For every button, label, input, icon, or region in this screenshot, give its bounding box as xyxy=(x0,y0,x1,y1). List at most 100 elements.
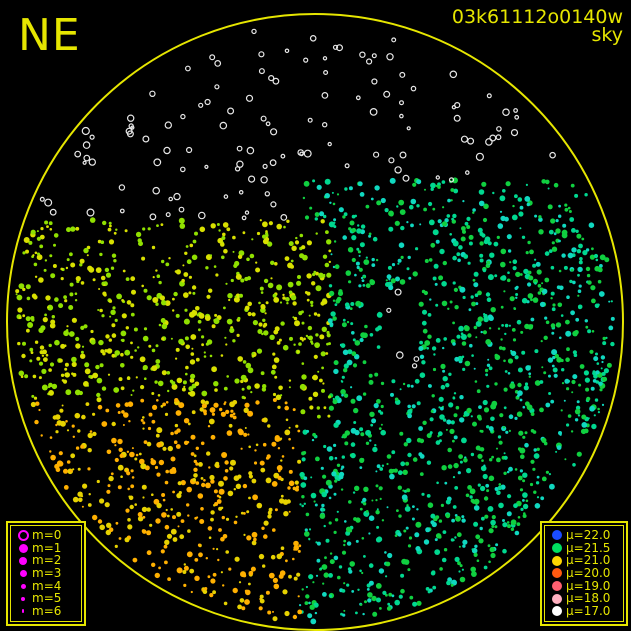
star-marker xyxy=(316,406,320,410)
star-marker xyxy=(258,553,265,560)
star-marker xyxy=(217,237,223,244)
star-marker xyxy=(473,521,479,527)
star-marker xyxy=(117,485,122,490)
star-marker xyxy=(421,492,425,496)
star-marker xyxy=(319,378,323,383)
star-marker xyxy=(300,482,307,488)
star-marker xyxy=(453,114,461,122)
star-marker xyxy=(66,460,71,464)
star-marker xyxy=(242,483,248,489)
star-marker xyxy=(298,342,302,346)
star-marker xyxy=(447,198,451,203)
star-marker xyxy=(384,208,389,213)
star-marker xyxy=(147,227,151,231)
star-marker xyxy=(380,197,386,204)
star-marker xyxy=(462,295,466,300)
star-marker xyxy=(161,259,165,264)
star-marker xyxy=(372,446,378,453)
star-marker xyxy=(328,496,332,500)
star-marker xyxy=(230,409,234,413)
star-marker xyxy=(447,307,450,310)
star-marker xyxy=(97,519,103,524)
star-marker xyxy=(262,417,268,423)
star-marker xyxy=(362,332,368,339)
star-marker xyxy=(327,395,332,399)
star-marker xyxy=(310,492,317,499)
star-marker xyxy=(368,373,373,378)
star-marker xyxy=(471,571,477,577)
star-marker xyxy=(316,558,321,563)
star-marker xyxy=(476,414,482,420)
star-marker xyxy=(332,202,336,206)
star-marker xyxy=(58,451,63,456)
star-marker xyxy=(49,450,52,453)
star-marker xyxy=(475,320,482,327)
star-marker xyxy=(69,252,73,257)
star-marker xyxy=(527,240,531,245)
star-marker xyxy=(225,550,229,554)
star-marker xyxy=(247,410,254,417)
star-marker xyxy=(358,305,361,309)
star-marker xyxy=(111,253,117,258)
star-marker xyxy=(370,423,374,427)
star-marker xyxy=(151,392,155,395)
star-marker xyxy=(501,324,504,327)
star-marker xyxy=(199,226,206,233)
star-marker xyxy=(163,544,168,549)
star-marker xyxy=(267,424,271,428)
star-marker xyxy=(516,522,521,526)
legend-item: m=3 xyxy=(14,567,78,580)
star-marker xyxy=(174,423,179,428)
star-marker xyxy=(86,208,95,217)
star-marker xyxy=(536,447,540,451)
star-marker xyxy=(506,511,512,517)
star-marker xyxy=(350,452,356,459)
star-marker xyxy=(351,227,357,233)
star-marker xyxy=(320,466,324,470)
star-marker xyxy=(36,356,41,361)
star-marker xyxy=(120,363,125,368)
star-marker xyxy=(61,404,64,407)
star-marker xyxy=(30,401,36,408)
star-marker xyxy=(42,317,48,323)
star-marker xyxy=(134,503,137,506)
star-marker xyxy=(589,254,596,260)
star-marker xyxy=(272,577,278,584)
star-marker xyxy=(419,438,425,444)
star-marker xyxy=(51,383,58,390)
star-marker xyxy=(386,606,392,611)
star-marker xyxy=(64,362,69,367)
star-marker xyxy=(512,204,515,208)
star-marker xyxy=(242,573,247,578)
star-marker xyxy=(465,493,470,498)
star-marker xyxy=(301,588,304,591)
star-marker xyxy=(322,382,325,385)
star-marker xyxy=(506,278,511,283)
star-marker xyxy=(399,71,406,78)
star-marker xyxy=(113,259,117,263)
star-marker xyxy=(365,441,370,445)
star-marker xyxy=(21,353,26,359)
star-marker xyxy=(599,254,606,261)
star-marker xyxy=(566,347,570,352)
star-marker xyxy=(272,398,277,402)
star-marker xyxy=(474,380,478,383)
star-marker xyxy=(237,316,241,321)
star-marker xyxy=(184,65,191,72)
star-marker xyxy=(213,381,219,387)
star-marker xyxy=(303,149,312,158)
star-marker xyxy=(234,378,240,384)
star-marker xyxy=(539,380,544,384)
star-marker xyxy=(80,495,84,498)
star-marker xyxy=(210,434,216,440)
star-marker xyxy=(441,300,448,307)
star-marker xyxy=(291,245,297,251)
star-marker xyxy=(368,563,374,568)
star-marker xyxy=(214,388,218,392)
star-marker xyxy=(143,288,148,293)
star-marker xyxy=(340,389,346,395)
star-marker xyxy=(34,275,38,278)
star-marker xyxy=(379,497,382,500)
star-marker xyxy=(204,400,209,405)
star-marker xyxy=(233,296,240,303)
